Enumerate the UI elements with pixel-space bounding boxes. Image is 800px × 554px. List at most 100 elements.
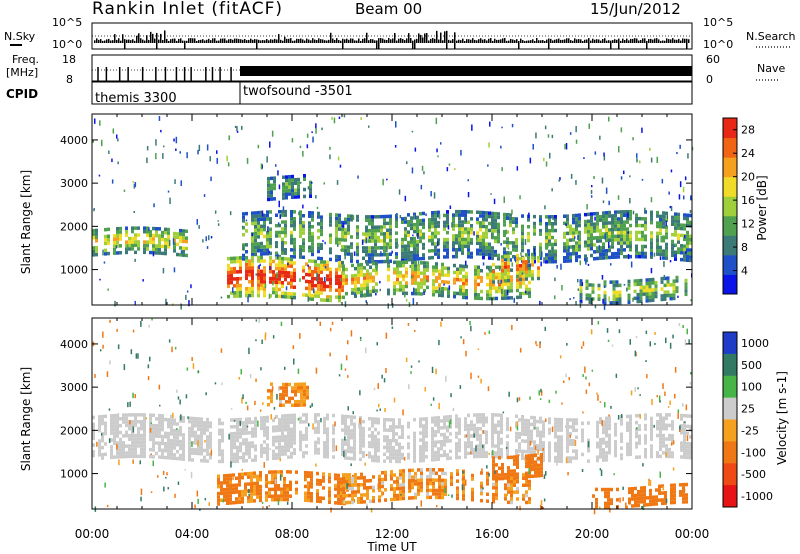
heatmap-cell [602,420,605,424]
heatmap-cell [229,501,232,505]
heatmap-cell [248,417,251,421]
heatmap-cell [510,289,513,293]
heatmap-cell [417,274,420,279]
heatmap-cell [569,418,572,422]
noise-bar [524,40,526,43]
heatmap-cell [671,246,674,251]
heatmap-speckle [683,195,685,200]
heatmap-cell [389,442,392,446]
heatmap-speckle [665,215,667,221]
heatmap-cell [274,473,277,478]
heatmap-cell [233,442,236,446]
heatmap-cell [326,298,329,302]
heatmap-speckle [552,215,554,221]
heatmap-cell [197,424,200,428]
heatmap-cell [476,437,479,441]
heatmap-cell [476,420,479,424]
heatmap-cell [134,250,137,255]
heatmap-cell [194,417,197,421]
heatmap-cell [326,451,329,455]
heatmap-cell [623,220,626,224]
heatmap-cell [587,240,590,244]
noise-bar [354,40,356,43]
heatmap-cell [167,456,170,460]
heatmap-cell [617,255,620,259]
heatmap-cell [642,288,646,293]
heatmap-cell [437,238,440,242]
heatmap-cell [326,430,329,435]
heatmap-cell [308,231,311,236]
heatmap-cell [334,494,337,498]
colorbar-frame [722,117,738,295]
heatmap-cell [191,447,194,452]
heatmap-cell [440,443,443,447]
heatmap-cell [431,433,434,438]
heatmap-cell [245,266,248,270]
heatmap-cell [393,494,396,498]
heatmap-cell [419,459,422,463]
heatmap-cell [134,226,137,230]
heatmap-cell [401,445,404,450]
heatmap-cell [340,498,343,502]
heatmap-cell [395,449,398,453]
heatmap-cell [566,459,569,464]
heatmap-cell [251,420,254,424]
heatmap-cell [551,235,554,240]
heatmap-cell [650,444,653,448]
heatmap-cell [365,249,368,254]
heatmap-cell [338,213,341,218]
heatmap-cell [257,214,260,218]
heatmap-cell [479,451,482,455]
noise-bar [296,38,298,43]
noise-bar [462,38,464,43]
heatmap-speckle [169,197,171,205]
heatmap-cell [340,501,343,506]
heatmap-cell [290,455,293,459]
heatmap-cell [386,418,389,422]
heatmap-cell [423,282,426,286]
heatmap-cell [351,291,354,295]
heatmap-cell [350,235,353,239]
heatmap-speckle [549,152,551,159]
heatmap-cell [299,440,302,445]
heatmap-speckle [386,246,388,253]
heatmap-cell [170,442,173,446]
heatmap-cell [485,416,488,420]
heatmap-cell [360,262,363,267]
heatmap-cell [263,269,266,274]
heatmap-cell [602,451,605,455]
heatmap-cell [668,447,671,452]
heatmap-cell [650,447,653,452]
heatmap-cell [170,449,173,453]
heatmap-cell [393,473,396,477]
heatmap-cell [239,263,242,267]
heatmap-cell [245,250,248,254]
heatmap-cell [309,180,312,185]
heatmap-cell [686,223,689,228]
heatmap-cell [528,270,531,274]
heatmap-cell [302,413,305,417]
heatmap-cell [247,471,250,476]
heatmap-cell [200,420,203,425]
noise-bar [194,38,196,43]
heatmap-cell [396,270,399,275]
heatmap-cell [158,413,161,418]
heatmap-cell [614,446,617,451]
heatmap-cell [396,497,399,501]
heatmap-cell [260,419,263,424]
heatmap-cell [441,290,444,294]
heatmap-cell [272,429,275,433]
heatmap-cell [536,419,539,424]
heatmap-cell [244,482,247,487]
heatmap-cell [504,254,507,259]
heatmap-speckle [331,116,333,120]
heatmap-speckle [232,287,234,293]
heatmap-cell [458,237,461,242]
heatmap-cell [104,452,107,457]
heatmap-speckle [454,168,456,171]
heatmap-cell [599,417,602,421]
heatmap-cell [431,420,434,424]
heatmap-cell [242,243,245,247]
heatmap-cell [290,241,293,245]
heatmap-cell [431,211,434,215]
